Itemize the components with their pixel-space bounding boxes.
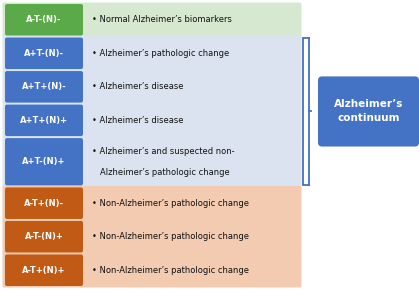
FancyBboxPatch shape [5, 254, 83, 286]
FancyBboxPatch shape [3, 3, 302, 37]
Text: A-T-(N)-: A-T-(N)- [26, 15, 62, 24]
Text: A-T+(N)-: A-T+(N)- [24, 199, 64, 208]
FancyBboxPatch shape [5, 221, 83, 253]
Text: A+T-(N)-: A+T-(N)- [24, 49, 64, 58]
FancyBboxPatch shape [5, 71, 83, 103]
FancyBboxPatch shape [3, 253, 302, 287]
FancyBboxPatch shape [5, 187, 83, 219]
FancyBboxPatch shape [3, 70, 302, 104]
Text: • Non-Alzheimer’s pathologic change: • Non-Alzheimer’s pathologic change [92, 232, 249, 241]
FancyBboxPatch shape [3, 36, 302, 70]
Text: • Non-Alzheimer’s pathologic change: • Non-Alzheimer’s pathologic change [92, 266, 249, 275]
FancyBboxPatch shape [5, 105, 83, 136]
Text: A+T+(N)-: A+T+(N)- [22, 82, 66, 91]
FancyBboxPatch shape [3, 220, 302, 254]
FancyBboxPatch shape [318, 77, 419, 146]
FancyBboxPatch shape [5, 138, 83, 185]
Text: • Normal Alzheimer’s biomarkers: • Normal Alzheimer’s biomarkers [92, 15, 232, 24]
FancyBboxPatch shape [5, 4, 83, 36]
Text: A+T+(N)+: A+T+(N)+ [20, 116, 68, 125]
Text: A-T+(N)+: A-T+(N)+ [22, 266, 66, 275]
FancyBboxPatch shape [5, 37, 83, 69]
Text: Alzheimer’s pathologic change: Alzheimer’s pathologic change [100, 168, 230, 177]
FancyBboxPatch shape [3, 186, 302, 220]
FancyBboxPatch shape [3, 103, 302, 138]
Text: • Alzheimer’s and suspected non-: • Alzheimer’s and suspected non- [92, 147, 235, 156]
Text: • Alzheimer’s disease: • Alzheimer’s disease [92, 116, 184, 125]
FancyBboxPatch shape [3, 137, 302, 187]
Text: • Non-Alzheimer’s pathologic change: • Non-Alzheimer’s pathologic change [92, 199, 249, 208]
Text: • Alzheimer’s disease: • Alzheimer’s disease [92, 82, 184, 91]
Text: A+T-(N)+: A+T-(N)+ [22, 157, 66, 166]
Text: Alzheimer’s
continuum: Alzheimer’s continuum [334, 99, 403, 124]
Text: A-T-(N)+: A-T-(N)+ [25, 232, 63, 241]
Text: • Alzheimer’s pathologic change: • Alzheimer’s pathologic change [92, 49, 229, 58]
